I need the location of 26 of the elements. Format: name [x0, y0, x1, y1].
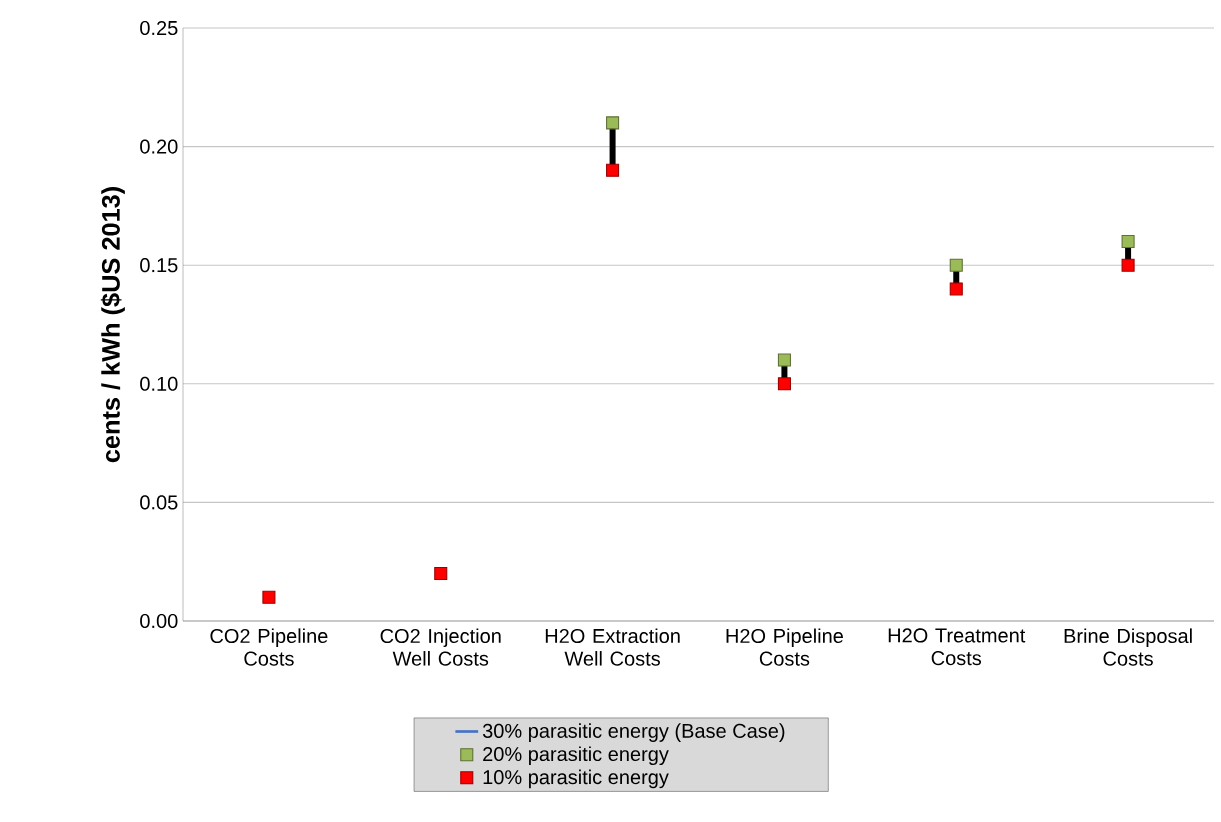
- y-tick-label: 0.05: [140, 495, 178, 510]
- legend-label: 10% parasitic energy: [483, 769, 669, 789]
- point: [777, 377, 791, 391]
- point: [1121, 234, 1135, 249]
- point: [434, 567, 448, 581]
- y-tick-label: 0.25: [140, 20, 178, 36]
- x-tick-label: H2O Treatment Costs: [888, 628, 1026, 666]
- point: [606, 116, 620, 130]
- y-tick-label: 0.15: [140, 258, 178, 273]
- y-tick-label: 0.10: [140, 376, 178, 391]
- legend-label: 30% parasitic energy (Base Case): [482, 723, 785, 742]
- point: [262, 590, 276, 604]
- x-tick-label: H2O Pipeline Costs: [726, 628, 843, 666]
- y-tick-label: 0.00: [140, 613, 178, 629]
- point: [1121, 258, 1135, 272]
- x-tick-label: H2O Extraction Well Costs: [545, 628, 680, 666]
- point: [606, 163, 620, 177]
- legend-label: 20% parasitic energy: [483, 746, 669, 766]
- point: [949, 282, 963, 296]
- point: [949, 258, 963, 272]
- y-tick-label: 0.20: [140, 139, 178, 154]
- y-axis-title: cents / kWh ($US 2013): [100, 187, 125, 463]
- x-tick-label: Brine Disposal Costs: [1064, 628, 1192, 666]
- point: [777, 353, 791, 367]
- x-tick-label: CO2 Injection Well Costs: [380, 628, 501, 666]
- x-tick-label: CO2 Pipeline Costs: [210, 628, 328, 666]
